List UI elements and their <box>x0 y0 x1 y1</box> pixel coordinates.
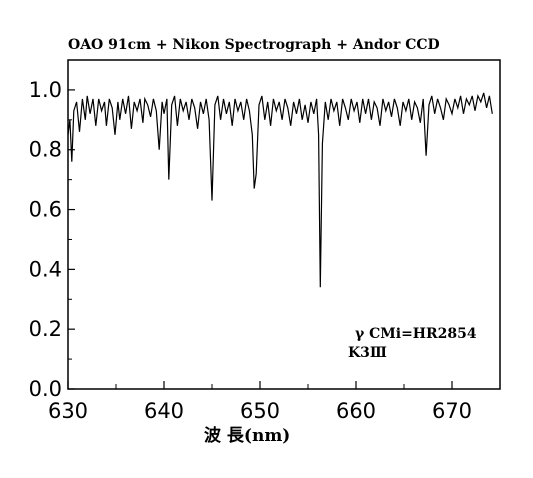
x-axis-label: 波 長(nm) <box>204 425 290 446</box>
annotation-star-name: γ CMi=HR2854 <box>355 326 477 342</box>
x-tick-label: 670 <box>432 399 472 423</box>
spectrum-line <box>67 92 493 288</box>
y-tick-label: 0.6 <box>29 198 62 222</box>
chart-title: OAO 91cm + Nikon Spectrograph + Andor CC… <box>68 37 440 53</box>
y-axis: 0.0 0.2 0.4 0.6 0.8 1.0 <box>29 59 75 401</box>
x-tick-label: 630 <box>48 399 88 423</box>
annotation-spectral-type: K3Ⅲ <box>348 345 387 361</box>
y-tick-label: 1.0 <box>29 78 62 102</box>
y-tick-label: 0.0 <box>29 377 62 401</box>
x-tick-label: 660 <box>336 399 376 423</box>
x-tick-label: 640 <box>144 399 184 423</box>
y-tick-label: 0.4 <box>29 257 62 281</box>
x-tick-label: 650 <box>240 399 280 423</box>
y-tick-label: 0.8 <box>29 138 62 162</box>
x-axis: 630 640 650 660 670 <box>48 381 472 423</box>
plot-frame <box>67 59 501 390</box>
y-tick-label: 0.2 <box>29 317 62 341</box>
